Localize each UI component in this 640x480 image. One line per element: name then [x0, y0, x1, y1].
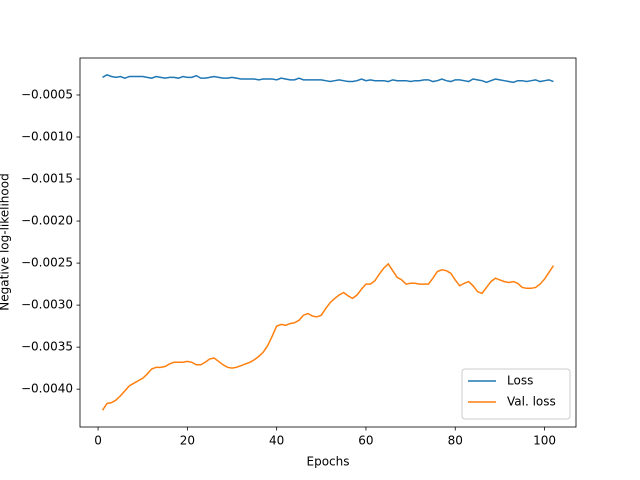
x-tick-label: 20 [180, 434, 195, 448]
y-tick-label: −0.0010 [21, 130, 73, 144]
y-tick-label: −0.0040 [21, 382, 73, 396]
x-tick-label: 0 [94, 434, 102, 448]
plot-frame [79, 57, 577, 428]
series-line [102, 73, 554, 84]
series-line [101, 262, 555, 411]
x-axis-label: Epochs [307, 455, 350, 469]
x-tick-label: 100 [533, 434, 556, 448]
x-tick-label: 40 [269, 434, 284, 448]
y-tick-label: −0.0025 [21, 256, 73, 270]
x-tick-label: 80 [448, 434, 463, 448]
legend-label: Val. loss [507, 395, 556, 409]
y-axis-label: Negative log-likelihood [0, 173, 12, 310]
y-tick-label: −0.0005 [21, 87, 73, 101]
legend-label: Loss [507, 374, 533, 388]
y-tick-label: −0.0020 [21, 214, 73, 228]
x-tick-label: 60 [358, 434, 373, 448]
y-tick-label: −0.0015 [21, 172, 73, 186]
y-tick-label: −0.0035 [21, 340, 73, 354]
y-tick-label: −0.0030 [21, 298, 73, 312]
